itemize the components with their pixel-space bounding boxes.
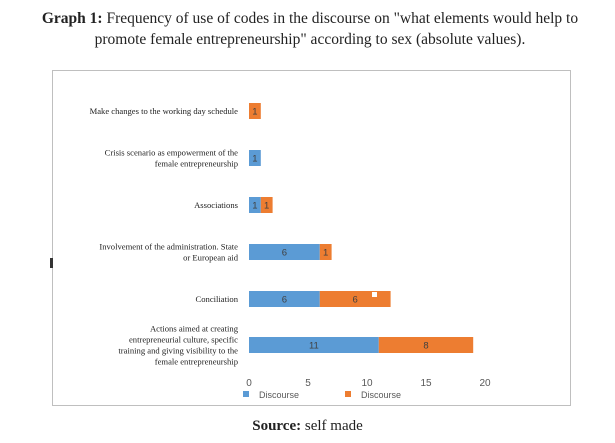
bar-segment: [260, 197, 273, 213]
x-axis: 0 5 10 15 20: [246, 378, 491, 389]
bar-segment: [249, 103, 261, 119]
legend-label: Discourse: [361, 390, 401, 400]
bars: 111 16 16 611 8: [249, 103, 474, 353]
category-label-line: Crisis scenario as empowerment of the: [105, 148, 239, 158]
bar-data-label: 1: [252, 107, 257, 118]
bar-segment: [249, 337, 379, 353]
category-label: Associations: [194, 200, 239, 210]
data-marker: [372, 292, 377, 297]
source-note: Source: self made: [0, 418, 615, 435]
category-label-line: Associations: [194, 200, 239, 210]
category-label-line: training and giving visibility to the: [118, 346, 238, 356]
bar-data-label: 1: [252, 201, 257, 212]
legend-swatch: [243, 391, 249, 397]
x-tick-label: 10: [361, 378, 373, 389]
caption-text: Frequency of use of codes in the discour…: [94, 10, 579, 48]
bar-segment: [249, 197, 261, 213]
bar-data-label: 1: [252, 154, 257, 165]
legend-label: Discourse: [259, 390, 299, 400]
legend-swatch: [345, 391, 351, 397]
source-label: Source:: [252, 418, 302, 434]
category-label-line: Actions aimed at creating: [150, 324, 239, 334]
category-label-line: female entrepreneurship: [155, 159, 238, 169]
category-label: Actions aimed at creating entrepreneurial…: [118, 324, 238, 367]
bar-segment: [378, 337, 474, 353]
category-label-line: or European aid: [183, 253, 239, 263]
bar-data-label: 8: [423, 341, 428, 352]
legend: Discourse Discourse: [243, 390, 401, 400]
caption-label: Graph 1:: [41, 10, 103, 27]
category-label-line: Make changes to the working day schedule: [90, 106, 239, 116]
category-label: Crisis scenario as empowerment of the fem…: [105, 148, 239, 169]
bar-data-label: 6: [282, 248, 287, 259]
bar-data-label: 11: [309, 341, 319, 352]
frame-tick-mark: [50, 258, 53, 268]
bar-data-label: 6: [353, 295, 358, 306]
category-label: Conciliation: [196, 294, 239, 304]
source-text: self made: [304, 418, 363, 434]
category-label: Involvement of the administration. State…: [99, 242, 238, 263]
category-labels: Make changes to the working day schedule…: [90, 106, 239, 367]
category-label-line: entrepreneurial culture, specific: [129, 335, 238, 345]
category-label-line: Conciliation: [196, 294, 239, 304]
bar-data-label: 6: [282, 295, 287, 306]
bar-segment: [249, 150, 261, 166]
bar-segment: [249, 291, 320, 307]
bar-data-label: 1: [323, 248, 328, 259]
x-tick-label: 0: [246, 378, 252, 389]
x-tick-label: 15: [420, 378, 432, 389]
x-tick-label: 20: [479, 378, 491, 389]
bar-segment: [249, 244, 320, 260]
chart-caption: Graph 1: Frequency of use of codes in th…: [20, 8, 600, 50]
bar-segment: [319, 244, 332, 260]
category-label-line: Involvement of the administration. State: [99, 242, 238, 252]
category-label-line: female entrepreneurship: [155, 357, 238, 367]
x-tick-label: 5: [305, 378, 311, 389]
bar-data-label: 1: [264, 201, 269, 212]
category-label: Make changes to the working day schedule: [90, 106, 239, 116]
